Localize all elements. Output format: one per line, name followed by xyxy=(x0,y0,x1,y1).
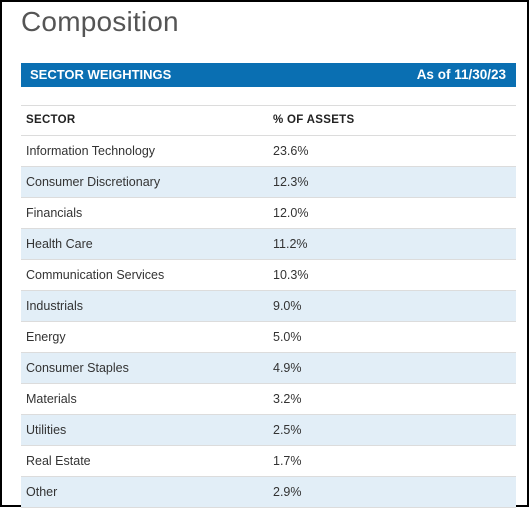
sector-name: Energy xyxy=(26,330,66,344)
sector-name: Consumer Staples xyxy=(26,361,129,375)
sector-name: Financials xyxy=(26,206,83,220)
sector-pct: 10.3% xyxy=(273,268,309,282)
sector-pct: 4.9% xyxy=(273,361,302,375)
sector-name: Information Technology xyxy=(26,144,156,158)
sector-weightings-header: SECTOR WEIGHTINGS As of 11/30/23 xyxy=(21,63,516,87)
page-title: Composition xyxy=(21,6,179,37)
sector-pct: 12.0% xyxy=(273,206,309,220)
sector-name: Health Care xyxy=(26,237,93,251)
table-row: Consumer Discretionary 12.3% xyxy=(21,167,516,198)
sector-table: SECTOR % OF ASSETS Information Technolog… xyxy=(21,105,516,508)
sector-pct: 9.0% xyxy=(273,299,302,313)
column-header-sector: SECTOR xyxy=(26,114,76,126)
sector-pct: 23.6% xyxy=(273,144,309,158)
as-of-date: As of 11/30/23 xyxy=(416,67,506,82)
sector-name: Consumer Discretionary xyxy=(26,175,161,189)
column-header-pct-assets: % OF ASSETS xyxy=(273,114,355,126)
sector-name: Materials xyxy=(26,392,77,406)
sector-name: Other xyxy=(26,485,58,499)
sector-pct: 3.2% xyxy=(273,392,302,406)
sector-name: Communication Services xyxy=(26,268,165,282)
sector-pct: 2.5% xyxy=(273,423,302,437)
sector-pct: 2.9% xyxy=(273,485,302,499)
sector-name: Utilities xyxy=(26,423,67,437)
sector-pct: 5.0% xyxy=(273,330,302,344)
table-row: Communication Services 10.3% xyxy=(21,260,516,291)
table-row: Other 2.9% xyxy=(21,477,516,508)
panel-heading: SECTOR WEIGHTINGS xyxy=(30,67,172,82)
table-row: Consumer Staples 4.9% xyxy=(21,353,516,384)
table-row: Industrials 9.0% xyxy=(21,291,516,322)
table-row: Materials 3.2% xyxy=(21,384,516,415)
table-row: Real Estate 1.7% xyxy=(21,446,516,477)
table-row: Financials 12.0% xyxy=(21,198,516,229)
table-row: Health Care 11.2% xyxy=(21,229,516,260)
sector-pct: 1.7% xyxy=(273,454,302,468)
sector-name: Industrials xyxy=(26,299,83,313)
sector-name: Real Estate xyxy=(26,454,91,468)
sector-pct: 11.2% xyxy=(273,237,308,251)
table-header-row: SECTOR % OF ASSETS xyxy=(21,106,516,136)
table-row: Energy 5.0% xyxy=(21,322,516,353)
sector-pct: 12.3% xyxy=(273,175,309,189)
table-row: Utilities 2.5% xyxy=(21,415,516,446)
table-row: Information Technology 23.6% xyxy=(21,136,516,167)
